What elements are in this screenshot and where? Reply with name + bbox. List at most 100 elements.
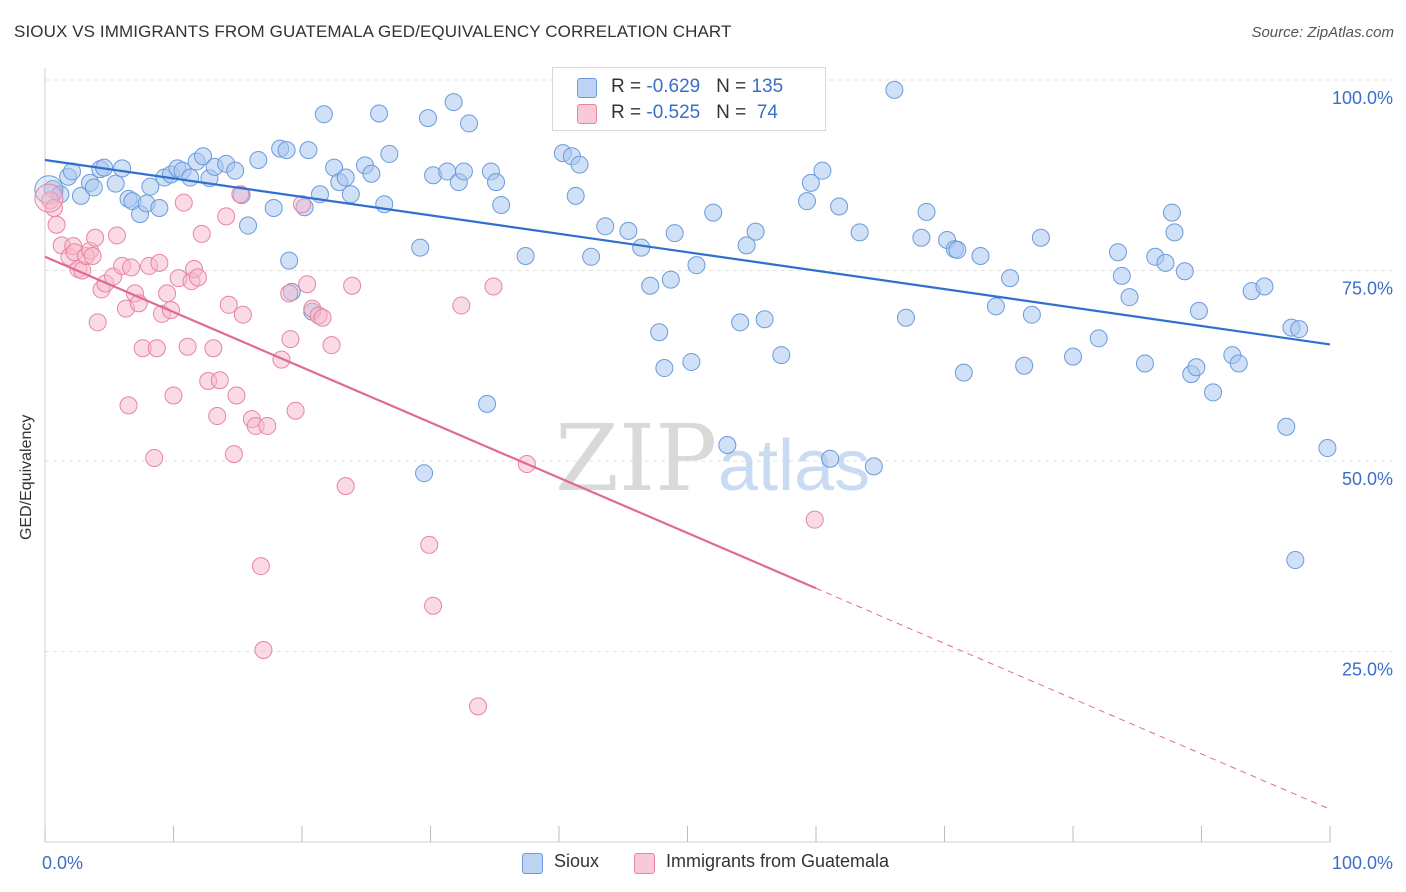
data-point-guatemala bbox=[231, 185, 250, 204]
data-point-sioux bbox=[596, 217, 615, 236]
data-point-guatemala bbox=[47, 215, 66, 234]
data-point-sioux bbox=[362, 164, 381, 183]
legend-r-label: R = bbox=[611, 102, 647, 123]
legend-n-value-guatemala: 74 bbox=[751, 102, 778, 123]
data-point-sioux bbox=[1229, 354, 1248, 373]
data-point-guatemala bbox=[805, 510, 824, 529]
data-point-sioux bbox=[264, 199, 283, 218]
data-point-sioux bbox=[1112, 266, 1131, 285]
data-point-guatemala bbox=[174, 193, 193, 212]
data-point-sioux bbox=[277, 141, 296, 160]
data-point-sioux bbox=[1255, 277, 1274, 296]
data-point-sioux bbox=[798, 192, 817, 211]
data-point-sioux bbox=[1015, 356, 1034, 375]
data-point-sioux bbox=[415, 464, 434, 483]
data-point-sioux bbox=[619, 221, 638, 240]
legend-r-value-guatemala: -0.525 bbox=[646, 102, 701, 123]
data-point-sioux bbox=[655, 359, 674, 378]
data-point-guatemala bbox=[158, 284, 177, 303]
data-point-guatemala bbox=[272, 350, 291, 369]
data-point-sioux bbox=[718, 435, 737, 454]
data-point-sioux bbox=[665, 224, 684, 243]
data-point-sioux bbox=[1189, 301, 1208, 320]
data-point-sioux bbox=[864, 457, 883, 476]
data-point-sioux bbox=[113, 159, 132, 178]
data-point-sioux bbox=[682, 352, 701, 371]
data-point-sioux bbox=[380, 144, 399, 163]
trend-line-guatemala bbox=[44, 255, 817, 590]
data-point-sioux bbox=[1120, 288, 1139, 307]
data-point-sioux bbox=[314, 105, 333, 124]
trend-lines bbox=[44, 158, 1331, 810]
legend-r-value-sioux: -0.629 bbox=[646, 76, 701, 97]
legend-n-label: N = bbox=[716, 102, 752, 123]
bottom-legend-label-guatemala: Immigrants from Guatemala bbox=[666, 851, 890, 871]
data-point-sioux bbox=[280, 251, 299, 270]
data-point-guatemala bbox=[217, 207, 236, 226]
data-point-sioux bbox=[971, 247, 990, 266]
legend-swatch-guatemala bbox=[577, 104, 597, 124]
data-point-sioux bbox=[336, 168, 355, 187]
data-point-guatemala bbox=[286, 401, 305, 420]
legend-r-label: R = bbox=[611, 76, 647, 97]
data-point-guatemala bbox=[281, 330, 300, 349]
data-point-sioux bbox=[411, 238, 430, 257]
data-point-sioux bbox=[1277, 417, 1296, 436]
source-label: Source: ZipAtlas.com bbox=[1251, 24, 1394, 41]
data-point-sioux bbox=[1022, 305, 1041, 324]
data-point-guatemala bbox=[336, 477, 355, 496]
data-point-guatemala bbox=[86, 228, 105, 247]
data-point-guatemala bbox=[293, 195, 311, 214]
data-point-guatemala bbox=[227, 386, 246, 405]
data-point-sioux bbox=[821, 449, 840, 468]
data-point-guatemala bbox=[254, 640, 273, 659]
chart-title: SIOUX VS IMMIGRANTS FROM GUATEMALA GED/E… bbox=[14, 22, 732, 41]
y-tick-label: 100.0% bbox=[1332, 88, 1393, 108]
data-point-guatemala bbox=[233, 305, 252, 324]
data-point-sioux bbox=[249, 151, 268, 170]
data-point-sioux bbox=[1001, 269, 1020, 288]
data-point-sioux bbox=[570, 155, 589, 174]
data-point-sioux bbox=[106, 174, 125, 193]
data-point-guatemala bbox=[224, 445, 243, 464]
watermark-atlas: atlas bbox=[718, 426, 870, 506]
data-point-sioux bbox=[141, 177, 160, 196]
data-point-guatemala bbox=[484, 277, 503, 296]
data-point-sioux bbox=[194, 147, 213, 166]
data-point-sioux bbox=[454, 162, 473, 181]
data-point-guatemala bbox=[119, 396, 138, 415]
data-point-sioux bbox=[801, 173, 820, 192]
data-point-sioux bbox=[516, 247, 535, 266]
data-point-sioux bbox=[632, 238, 651, 257]
data-point-sioux bbox=[444, 93, 463, 112]
data-point-sioux bbox=[746, 222, 765, 241]
data-point-guatemala bbox=[469, 697, 488, 716]
data-point-sioux bbox=[813, 161, 832, 180]
data-point-sioux bbox=[226, 161, 245, 180]
data-point-sioux bbox=[885, 80, 904, 99]
data-point-sioux bbox=[1290, 320, 1309, 339]
data-point-sioux bbox=[487, 173, 506, 192]
data-point-guatemala bbox=[280, 284, 299, 303]
data-point-guatemala bbox=[34, 183, 64, 213]
data-point-sioux bbox=[731, 313, 750, 332]
series-sioux-points bbox=[34, 80, 1337, 570]
bottom-legend-label-sioux: Sioux bbox=[554, 851, 600, 871]
data-point-sioux bbox=[1031, 228, 1050, 247]
data-point-sioux bbox=[850, 223, 869, 242]
trend-line-guatemala-extension bbox=[815, 587, 1331, 810]
bottom-legend-swatch-sioux bbox=[522, 853, 543, 874]
bottom-legend-swatch-guatemala bbox=[634, 853, 655, 874]
data-point-sioux bbox=[1187, 358, 1206, 377]
data-point-sioux bbox=[755, 310, 774, 329]
data-point-sioux bbox=[896, 308, 915, 327]
data-point-guatemala bbox=[424, 596, 443, 615]
data-point-sioux bbox=[370, 104, 389, 123]
data-point-guatemala bbox=[188, 268, 207, 287]
data-point-sioux bbox=[704, 203, 723, 222]
data-point-guatemala bbox=[150, 253, 169, 272]
data-point-guatemala bbox=[145, 448, 164, 467]
data-point-sioux bbox=[650, 323, 669, 342]
y-tick-label: 50.0% bbox=[1342, 469, 1393, 489]
